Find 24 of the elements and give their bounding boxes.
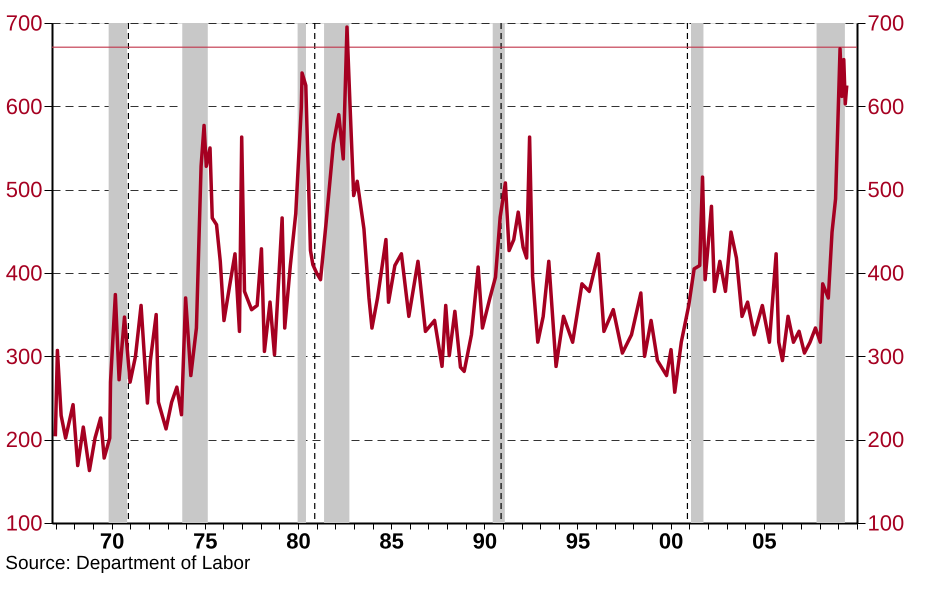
x-tick-label: 80 <box>286 528 311 554</box>
y2-tick-label: 300 <box>868 344 904 369</box>
x-tick-label: 70 <box>100 528 124 554</box>
x-tick-label: 95 <box>566 528 590 554</box>
y-tick-label: 200 <box>6 427 42 452</box>
y2-tick-label: 700 <box>868 10 904 36</box>
x-tick-label: 00 <box>658 528 684 554</box>
y2-tick-label: 100 <box>868 510 904 536</box>
y2-tick-label: 600 <box>868 94 904 119</box>
x-tick-label: 05 <box>752 528 777 554</box>
x-tick-label: 85 <box>379 528 404 554</box>
x-tick-label: 90 <box>472 528 498 554</box>
x-tick-label: 75 <box>193 528 218 554</box>
y-tick-label: 100 <box>6 510 42 536</box>
y-tick-label: 300 <box>6 344 42 369</box>
y-tick-label: 500 <box>6 177 42 202</box>
y-tick-label: 400 <box>6 260 42 286</box>
line-series <box>54 25 848 472</box>
y2-tick-label: 500 <box>868 177 904 202</box>
y-tick-label: 600 <box>6 94 42 119</box>
y2-tick-label: 200 <box>868 427 904 452</box>
source-note: Source: Department of Labor <box>5 553 251 574</box>
y-tick-label: 700 <box>6 10 42 36</box>
y2-tick-label: 400 <box>868 260 904 286</box>
